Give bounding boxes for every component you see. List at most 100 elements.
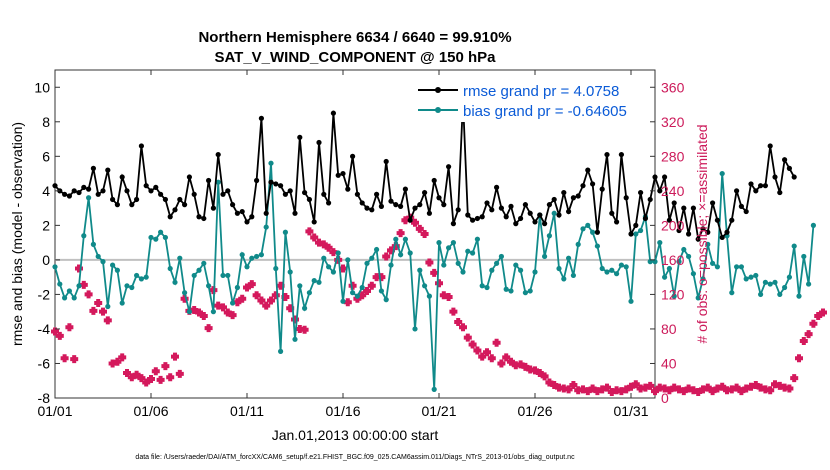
obs-marker bbox=[497, 359, 506, 368]
bias-point bbox=[345, 257, 351, 263]
bias-point bbox=[671, 293, 677, 299]
obs-marker bbox=[814, 312, 823, 320]
bias-point bbox=[556, 265, 562, 272]
bias-point bbox=[546, 233, 553, 239]
bias-point bbox=[700, 276, 706, 282]
bias-point bbox=[167, 265, 173, 272]
bias-point bbox=[335, 250, 341, 256]
bias-point bbox=[162, 234, 168, 241]
rmse-point bbox=[782, 157, 788, 163]
y-tick-label: 2 bbox=[42, 217, 50, 233]
bias-point bbox=[177, 255, 183, 261]
obs-marker bbox=[487, 354, 496, 363]
rmse-point bbox=[412, 205, 418, 211]
bias-point bbox=[282, 229, 288, 235]
bias-point bbox=[484, 284, 490, 291]
bias-point bbox=[215, 179, 221, 185]
bias-point bbox=[153, 236, 159, 242]
obs-marker bbox=[247, 280, 256, 289]
obs-marker bbox=[113, 357, 122, 366]
bias-point bbox=[628, 298, 634, 304]
obs-marker bbox=[425, 258, 434, 267]
bias-point bbox=[686, 253, 692, 260]
rmse-point bbox=[86, 186, 92, 192]
obs-marker bbox=[180, 294, 189, 303]
bias-point bbox=[374, 246, 380, 253]
x-axis-label: Jan.01,2013 00:00:00 start bbox=[272, 427, 439, 443]
rmse-point bbox=[402, 186, 408, 192]
bias-point bbox=[801, 253, 807, 260]
bias-point bbox=[450, 240, 456, 246]
obs-marker bbox=[387, 246, 395, 255]
rmse-point bbox=[494, 184, 500, 190]
y-tick-label: -2 bbox=[38, 286, 51, 302]
rmse-point bbox=[278, 183, 284, 189]
bias-point bbox=[498, 253, 504, 260]
bias-point bbox=[364, 260, 370, 266]
y-tick-label: 10 bbox=[34, 79, 50, 95]
rmse-point bbox=[186, 174, 192, 180]
obs-marker bbox=[79, 280, 88, 289]
bias-point bbox=[234, 284, 240, 291]
rmse-point bbox=[513, 221, 519, 227]
bias-point bbox=[431, 386, 437, 392]
legend-rmse-marker bbox=[435, 87, 441, 93]
y-axis-label: rmse and bias (model - observation) bbox=[9, 122, 25, 346]
rmse-point bbox=[388, 198, 394, 204]
obs-marker bbox=[468, 340, 477, 349]
obs-marker bbox=[679, 387, 688, 396]
bias-point bbox=[263, 224, 269, 230]
rmse-point bbox=[71, 188, 77, 194]
bias-point bbox=[258, 252, 264, 258]
rmse-point bbox=[326, 200, 332, 206]
rmse-point bbox=[614, 219, 620, 225]
obs-marker bbox=[492, 338, 501, 347]
bias-point bbox=[201, 260, 207, 266]
obs-marker bbox=[396, 229, 405, 238]
rmse-point bbox=[503, 214, 509, 220]
bias-point bbox=[297, 283, 303, 289]
rmse-point bbox=[374, 191, 380, 197]
rmse-point bbox=[287, 188, 293, 194]
bias-point bbox=[758, 291, 764, 298]
bias-point bbox=[81, 233, 87, 239]
bias-point bbox=[90, 241, 96, 247]
bias-point bbox=[422, 283, 428, 289]
bias-point bbox=[172, 279, 178, 285]
rmse-point bbox=[777, 189, 783, 196]
rmse-point bbox=[489, 207, 495, 213]
obs-marker bbox=[271, 291, 280, 300]
bias-point bbox=[119, 300, 125, 306]
bias-point bbox=[738, 264, 745, 270]
obs-marker bbox=[411, 218, 419, 227]
bias-point bbox=[321, 255, 327, 261]
obs-marker bbox=[204, 324, 213, 333]
bias-point bbox=[604, 269, 610, 275]
bias-point bbox=[393, 236, 399, 242]
rmse-point bbox=[244, 219, 250, 225]
bias-point bbox=[268, 160, 274, 166]
obs-marker bbox=[305, 227, 314, 236]
bias-point bbox=[436, 240, 442, 246]
y-tick-label: 0 bbox=[42, 252, 50, 268]
obs-marker bbox=[444, 293, 453, 302]
obs-marker bbox=[55, 331, 64, 340]
bias-point bbox=[777, 291, 783, 298]
rmse-point bbox=[618, 151, 625, 158]
obs-marker bbox=[420, 230, 429, 238]
rmse-point bbox=[340, 170, 346, 177]
rmse-point bbox=[210, 205, 216, 211]
bias-point bbox=[772, 279, 778, 285]
rmse-point bbox=[710, 200, 716, 206]
bias-point bbox=[594, 243, 601, 249]
bias-point bbox=[220, 272, 226, 279]
y-tick-label: -6 bbox=[38, 355, 51, 371]
rmse-point bbox=[76, 189, 82, 196]
rmse-point bbox=[383, 158, 389, 165]
rmse-point bbox=[604, 151, 610, 158]
rmse-series bbox=[52, 98, 797, 243]
y-tick-label: -4 bbox=[38, 321, 51, 337]
rmse-point bbox=[100, 188, 106, 194]
rmse-point bbox=[642, 215, 649, 222]
rmse-point bbox=[138, 143, 144, 149]
